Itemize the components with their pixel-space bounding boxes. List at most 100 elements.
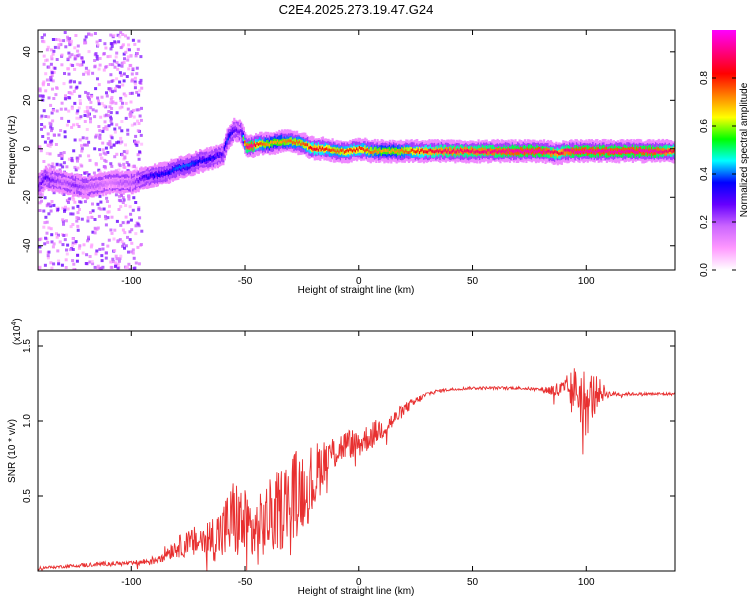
heatmap-cell	[115, 84, 119, 88]
heatmap-cell	[407, 151, 411, 155]
heatmap-cell	[489, 147, 492, 154]
heatmap-cell	[40, 114, 44, 118]
heatmap-cell	[106, 216, 110, 220]
heatmap-cell	[483, 150, 486, 154]
heatmap-cell	[612, 151, 615, 154]
heatmap-cell	[59, 39, 62, 43]
heatmap-cell	[87, 50, 91, 54]
heatmap-cell	[573, 148, 576, 155]
heatmap-cell	[93, 65, 97, 69]
heatmap-cell	[135, 108, 139, 112]
heatmap-cell	[484, 150, 487, 153]
heatmap-cell	[73, 46, 77, 50]
heatmap-cell	[564, 149, 568, 156]
heatmap-cell	[241, 134, 244, 138]
heatmap-cell	[100, 156, 104, 160]
heatmap-cell	[117, 208, 121, 211]
heatmap-cell	[49, 125, 53, 129]
heatmap-cell	[148, 176, 151, 180]
heatmap-cell	[132, 256, 136, 260]
heatmap-cell	[120, 240, 124, 244]
heatmap-cell	[371, 147, 374, 154]
heatmap-cell	[134, 54, 138, 58]
heatmap-cell	[122, 165, 126, 169]
heatmap-cell	[364, 145, 367, 152]
heatmap-cell	[113, 130, 117, 134]
heatmap-cell	[110, 122, 114, 126]
heatmap-cell	[71, 195, 75, 199]
heatmap-cell	[87, 32, 91, 36]
heatmap-cell	[65, 181, 68, 185]
heatmap-cell	[331, 148, 334, 152]
heatmap-cell	[54, 38, 58, 41]
heatmap-cell	[95, 181, 98, 188]
heatmap-cell	[42, 40, 46, 44]
heatmap-cell	[648, 150, 651, 154]
heatmap-cell	[412, 149, 415, 156]
heatmap-cell	[488, 149, 491, 156]
heatmap-cell	[96, 43, 100, 47]
heatmap-cell	[54, 180, 57, 184]
heatmap-cell	[137, 93, 141, 97]
heatmap-cell	[671, 150, 674, 154]
heatmap-cell	[235, 128, 239, 132]
heatmap-cell	[345, 150, 348, 153]
heatmap-cell	[347, 149, 351, 153]
heatmap-cell	[599, 148, 602, 152]
heatmap-cell	[52, 262, 56, 266]
heatmap-cell	[91, 108, 95, 112]
heatmap-cell	[115, 257, 119, 261]
heatmap-cell	[52, 49, 56, 53]
heatmap-cell	[119, 254, 123, 258]
heatmap-cell	[76, 166, 80, 170]
heatmap-cell	[109, 47, 113, 51]
heatmap-cell	[145, 174, 148, 178]
heatmap-cell	[62, 161, 66, 165]
heatmap-cell	[447, 148, 450, 152]
heatmap-cell	[139, 176, 142, 180]
heatmap-cell	[86, 114, 90, 118]
heatmap-cell	[64, 233, 68, 237]
heatmap-cell	[128, 178, 131, 186]
heatmap-cell	[663, 150, 666, 154]
heatmap-cell	[126, 128, 130, 132]
heatmap-cell	[57, 259, 61, 263]
heatmap-cell	[89, 182, 93, 189]
heatmap-cell	[190, 162, 194, 166]
heatmap-cell	[134, 140, 138, 144]
heatmap-cell	[52, 191, 56, 195]
heatmap-cell	[134, 232, 138, 236]
heatmap-cell	[111, 100, 115, 104]
heatmap-cell	[45, 78, 49, 82]
heatmap-cell	[139, 243, 143, 246]
heatmap-cell	[126, 36, 130, 40]
heatmap-cell	[42, 62, 46, 66]
heatmap-cell	[43, 176, 46, 180]
heatmap-cell	[532, 148, 535, 152]
heatmap-cell	[100, 254, 104, 258]
heatmap-cell	[83, 171, 87, 175]
heatmap-cell	[421, 148, 424, 152]
heatmap-cell	[103, 120, 107, 124]
heatmap-cell	[586, 149, 589, 153]
heatmap-cell	[611, 150, 614, 154]
heatmap-cell	[122, 61, 126, 64]
heatmap-cell	[496, 151, 499, 154]
heatmap-cell	[130, 72, 134, 76]
heatmap-cell	[334, 149, 337, 153]
heatmap-cell	[97, 83, 101, 87]
heatmap-cell	[276, 139, 280, 143]
heatmap-cell	[110, 44, 114, 48]
heatmap-cell	[437, 150, 441, 154]
heatmap-cell	[109, 111, 113, 115]
heatmap-cell	[56, 208, 60, 211]
heatmap-cell	[439, 149, 442, 153]
y-tick-label: 0.5	[22, 489, 33, 503]
heatmap-cell	[84, 66, 88, 70]
heatmap-cell	[124, 181, 127, 188]
heatmap-cell	[134, 224, 138, 228]
heatmap-cell	[83, 114, 87, 117]
heatmap-cell	[124, 180, 127, 183]
heatmap-cell	[68, 55, 72, 59]
heatmap-cell	[98, 183, 101, 187]
